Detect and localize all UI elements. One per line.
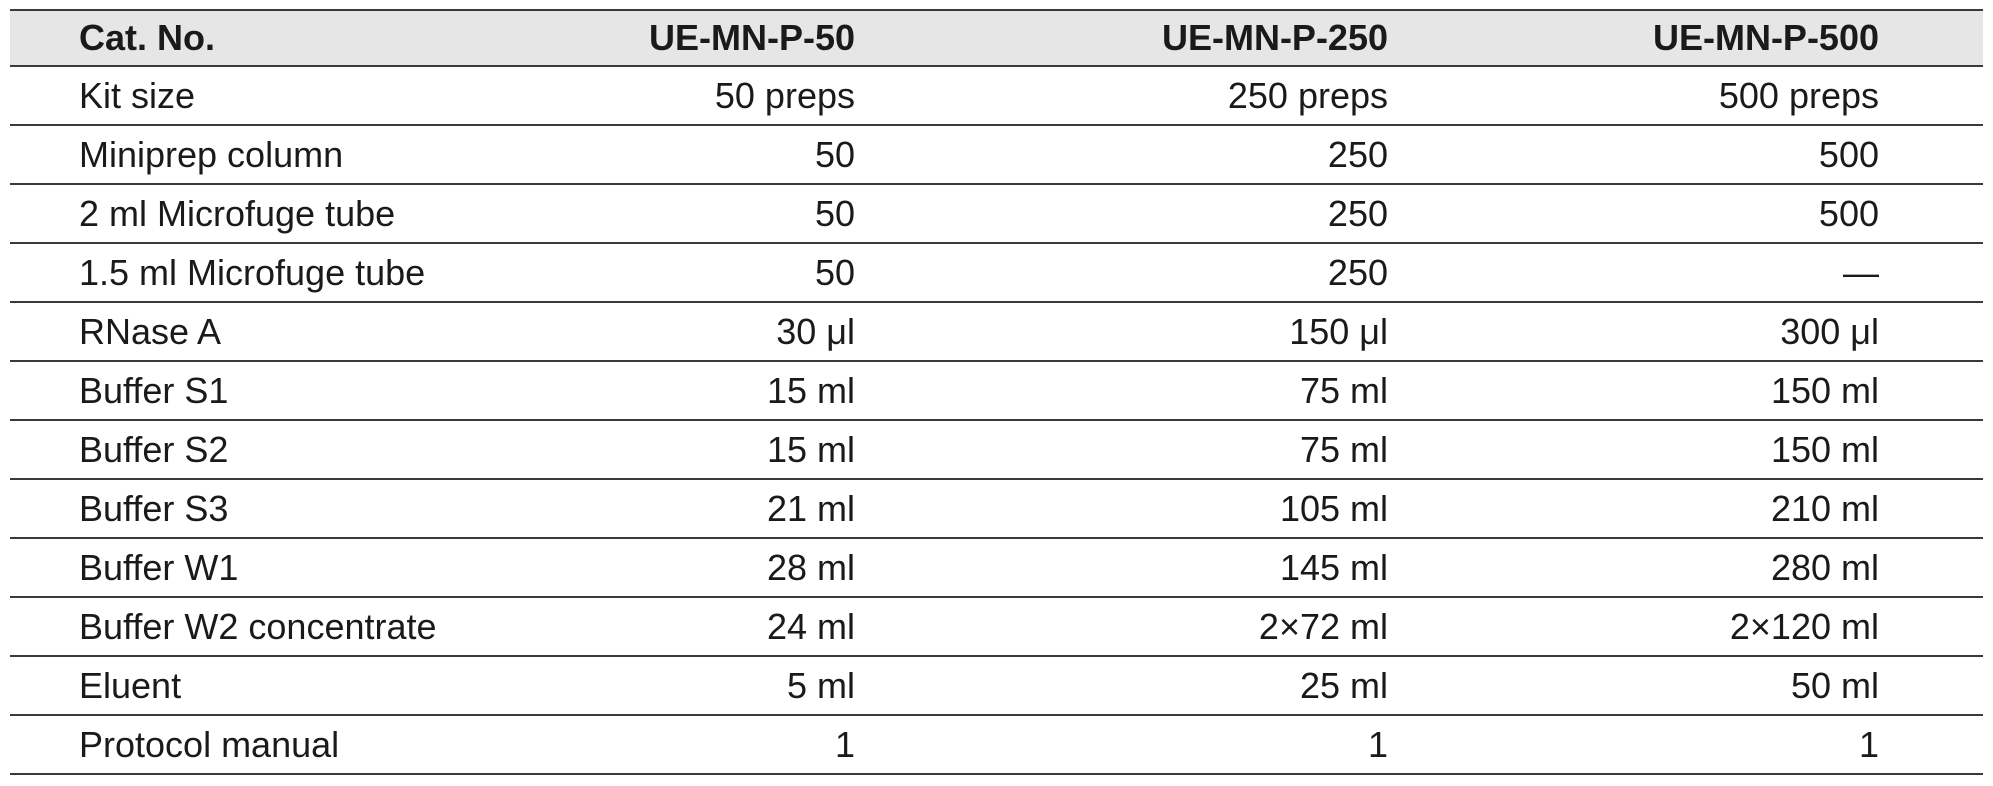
header-cell: UE-MN-P-250	[855, 9, 1388, 67]
row-label: Protocol manual	[10, 715, 490, 775]
cell: 300 μl	[1388, 302, 1879, 362]
spacer-cell	[1879, 66, 1983, 126]
cell: 75 ml	[855, 420, 1388, 480]
cell: 21 ml	[490, 479, 855, 539]
spacer-cell	[1879, 656, 1983, 716]
table-row: Kit size 50 preps 250 preps 500 preps	[10, 66, 1983, 126]
spacer-cell	[1879, 361, 1983, 421]
cell: 50 preps	[490, 66, 855, 126]
table-row: Buffer S2 15 ml 75 ml 150 ml	[10, 420, 1983, 480]
cell: 150 ml	[1388, 361, 1879, 421]
cell: 1	[1388, 715, 1879, 775]
cell: 50	[490, 125, 855, 185]
cell: 50	[490, 184, 855, 244]
cell: 250	[855, 243, 1388, 303]
header-cell: UE-MN-P-500	[1388, 9, 1879, 67]
cell: 210 ml	[1388, 479, 1879, 539]
cell: 28 ml	[490, 538, 855, 598]
row-label: 1.5 ml Microfuge tube	[10, 243, 490, 303]
table-body: Kit size 50 preps 250 preps 500 preps Minipr…	[10, 66, 1983, 775]
cell: 50 ml	[1388, 656, 1879, 716]
table-row: Buffer W2 concentrate 24 ml 2×72 ml 2×120 m…	[10, 597, 1983, 657]
cell: 500	[1388, 125, 1879, 185]
table-row: 1.5 ml Microfuge tube 50 250—	[10, 243, 1983, 303]
spacer-cell	[1879, 715, 1983, 775]
spacer-cell	[1879, 538, 1983, 598]
cell: 500	[1388, 184, 1879, 244]
row-label: 2 ml Microfuge tube	[10, 184, 490, 244]
cell: 24 ml	[490, 597, 855, 657]
cell: 250	[855, 184, 1388, 244]
row-label: Buffer S1	[10, 361, 490, 421]
table-row: Buffer W1 28 ml 145 ml 280 ml	[10, 538, 1983, 598]
header-cell: Cat. No.	[10, 9, 490, 67]
cell: 150 μl	[855, 302, 1388, 362]
cell: 280 ml	[1388, 538, 1879, 598]
row-label: Miniprep column	[10, 125, 490, 185]
spacer-cell	[1879, 125, 1983, 185]
cell: 5 ml	[490, 656, 855, 716]
table-container: Cat. No. UE-MN-P-50 UE-MN-P-250 UE-MN-P-500…	[10, 9, 1983, 775]
table-row: Protocol manual 1 1 1	[10, 715, 1983, 775]
row-label: Buffer W2 concentrate	[10, 597, 490, 657]
cell: 2×72 ml	[855, 597, 1388, 657]
cell: 1	[490, 715, 855, 775]
table-row: Miniprep column 50 250 500	[10, 125, 1983, 185]
table-row: Buffer S1 15 ml 75 ml 150 ml	[10, 361, 1983, 421]
spacer-cell	[1879, 302, 1983, 362]
cell: 25 ml	[855, 656, 1388, 716]
spacer-cell	[1879, 479, 1983, 539]
cell: 50	[490, 243, 855, 303]
header-row: Cat. No. UE-MN-P-50 UE-MN-P-250 UE-MN-P-500	[10, 9, 1983, 67]
cell: 105 ml	[855, 479, 1388, 539]
table-row: 2 ml Microfuge tube 50 250 500	[10, 184, 1983, 244]
cell: 250 preps	[855, 66, 1388, 126]
cell: 30 μl	[490, 302, 855, 362]
cell: 500 preps	[1388, 66, 1879, 126]
row-label: Buffer W1	[10, 538, 490, 598]
cell: 15 ml	[490, 420, 855, 480]
cell: 145 ml	[855, 538, 1388, 598]
row-label: Kit size	[10, 66, 490, 126]
table-row: RNase A 30 μl 150 μl 300 μl	[10, 302, 1983, 362]
spacer-cell	[1879, 243, 1983, 303]
cell: 250	[855, 125, 1388, 185]
table-row: Eluent 5 ml 25 ml 50 ml	[10, 656, 1983, 716]
cell: 75 ml	[855, 361, 1388, 421]
cell: 15 ml	[490, 361, 855, 421]
spacer-cell	[1879, 9, 1983, 67]
row-label: Buffer S3	[10, 479, 490, 539]
header-cell: UE-MN-P-50	[490, 9, 855, 67]
cell: 2×120 ml	[1388, 597, 1879, 657]
cell: 1	[855, 715, 1388, 775]
row-label: Buffer S2	[10, 420, 490, 480]
row-label: Eluent	[10, 656, 490, 716]
kit-table: Cat. No. UE-MN-P-50 UE-MN-P-250 UE-MN-P-500…	[10, 9, 1983, 775]
table-row: Buffer S3 21 ml 105 ml 210 ml	[10, 479, 1983, 539]
spacer-cell	[1879, 184, 1983, 244]
spacer-cell	[1879, 420, 1983, 480]
cell: —	[1388, 243, 1879, 303]
spacer-cell	[1879, 597, 1983, 657]
row-label: RNase A	[10, 302, 490, 362]
table-header: Cat. No. UE-MN-P-50 UE-MN-P-250 UE-MN-P-500	[10, 9, 1983, 67]
cell: 150 ml	[1388, 420, 1879, 480]
